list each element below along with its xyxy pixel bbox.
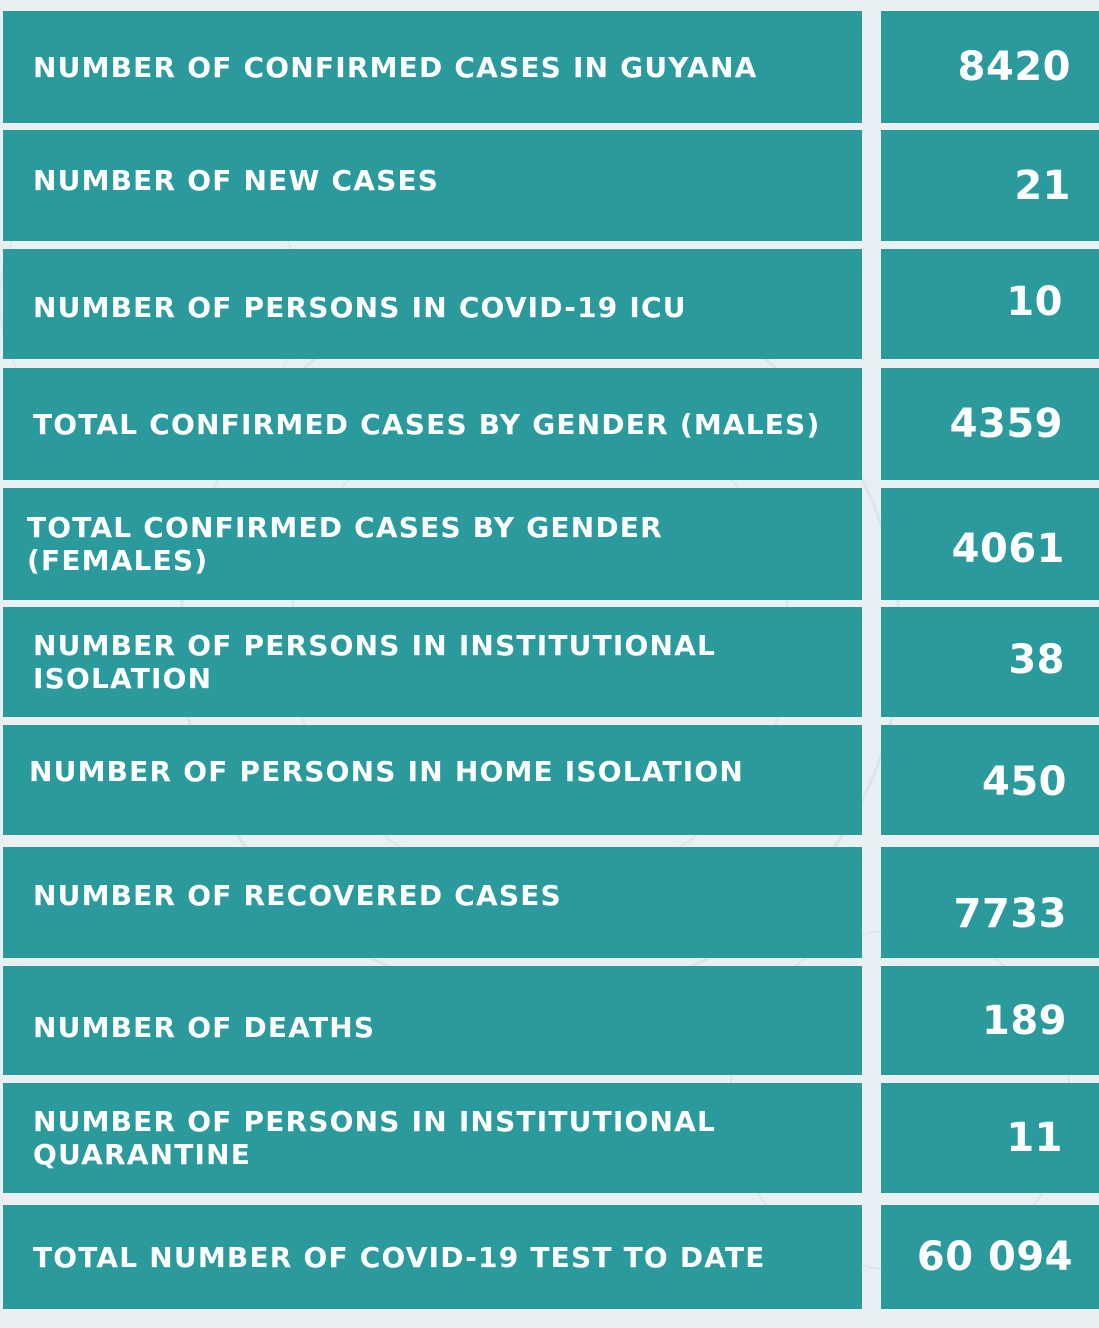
stat-value: 8420 [881, 11, 1099, 123]
stat-row-new-cases: NUMBER OF NEW CASES 21 [3, 130, 1099, 241]
stat-row-icu: NUMBER OF PERSONS IN COVID-19 ICU 10 [3, 249, 1099, 359]
stat-value: 11 [881, 1083, 1099, 1193]
stat-row-female-cases: TOTAL CONFIRMED CASES BY GENDER (FEMALES… [3, 488, 1099, 600]
stat-row-confirmed-cases: NUMBER OF CONFIRMED CASES IN GUYANA 8420 [3, 11, 1099, 123]
stat-label: NUMBER OF RECOVERED CASES [3, 847, 862, 958]
stat-label: TOTAL NUMBER OF COVID-19 TEST TO DATE [3, 1205, 862, 1309]
stat-value: 7733 [881, 847, 1099, 958]
stat-value: 60 094 [881, 1205, 1099, 1309]
stat-value: 189 [881, 966, 1099, 1075]
stat-row-total-tests: TOTAL NUMBER OF COVID-19 TEST TO DATE 60… [3, 1205, 1099, 1309]
stat-value: 4061 [881, 488, 1099, 600]
stat-value: 21 [881, 130, 1099, 241]
stat-label: NUMBER OF PERSONS IN INSTITUTIONAL QUARA… [3, 1083, 862, 1193]
stat-label: NUMBER OF PERSONS IN HOME ISOLATION [3, 725, 862, 835]
stat-row-deaths: NUMBER OF DEATHS 189 [3, 966, 1099, 1075]
stat-label: TOTAL CONFIRMED CASES BY GENDER (MALES) [3, 368, 862, 480]
stat-label: NUMBER OF NEW CASES [3, 130, 862, 241]
stat-row-recovered: NUMBER OF RECOVERED CASES 7733 [3, 847, 1099, 958]
stat-row-male-cases: TOTAL CONFIRMED CASES BY GENDER (MALES) … [3, 368, 1099, 480]
stat-row-home-isolation: NUMBER OF PERSONS IN HOME ISOLATION 450 [3, 725, 1099, 835]
stat-row-institutional-isolation: NUMBER OF PERSONS IN INSTITUTIONAL ISOLA… [3, 607, 1099, 717]
stat-value: 450 [881, 725, 1099, 835]
stat-label: NUMBER OF DEATHS [3, 966, 862, 1075]
stat-label: TOTAL CONFIRMED CASES BY GENDER (FEMALES… [3, 488, 862, 600]
stat-value: 10 [881, 249, 1099, 359]
stat-value: 38 [881, 607, 1099, 717]
stat-value: 4359 [881, 368, 1099, 480]
stat-label: NUMBER OF CONFIRMED CASES IN GUYANA [3, 11, 862, 123]
stat-label: NUMBER OF PERSONS IN COVID-19 ICU [3, 249, 862, 359]
stat-row-institutional-quarantine: NUMBER OF PERSONS IN INSTITUTIONAL QUARA… [3, 1083, 1099, 1193]
stat-label: NUMBER OF PERSONS IN INSTITUTIONAL ISOLA… [3, 607, 862, 717]
